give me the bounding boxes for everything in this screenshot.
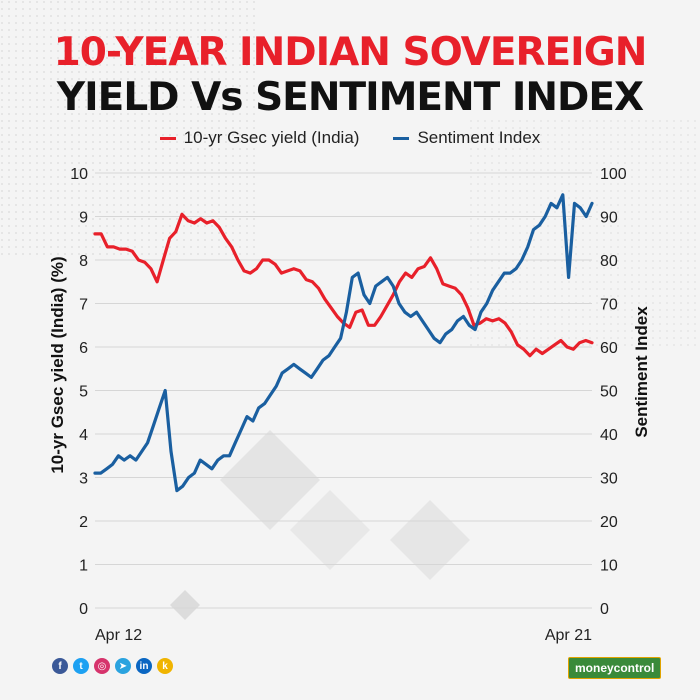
legend-label-yield: 10-yr Gsec yield (India) (183, 128, 360, 147)
left-tick-label: 4 (79, 427, 88, 444)
right-tick-label: 100 (600, 166, 627, 183)
koo-icon[interactable]: k (157, 658, 173, 674)
legend: 10-yr Gsec yield (India) Sentiment Index (0, 128, 700, 148)
left-tick-label: 3 (79, 471, 88, 488)
brand-logo[interactable]: moneycontrol (568, 657, 662, 679)
legend-label-sentiment: Sentiment Index (417, 128, 541, 147)
telegram-icon[interactable]: ➤ (115, 658, 131, 674)
left-tick-label: 6 (79, 340, 88, 357)
twitter-icon[interactable]: t (73, 658, 89, 674)
legend-item-yield: 10-yr Gsec yield (India) (159, 128, 360, 148)
chart-title-line1: 10-YEAR INDIAN SOVEREIGN (53, 30, 648, 75)
left-tick-label: 7 (79, 297, 88, 314)
left-tick-label: 1 (79, 558, 88, 575)
left-tick-label: 9 (79, 210, 88, 227)
series-line-yield (93, 212, 594, 358)
right-tick-label: 80 (600, 253, 618, 270)
legend-item-sentiment: Sentiment Index (393, 128, 540, 148)
left-tick-label: 2 (79, 514, 88, 531)
right-tick-label: 20 (600, 514, 618, 531)
x-tick-label: Apr 21 (545, 627, 592, 644)
legend-swatch-sentiment (393, 136, 410, 140)
right-tick-label: 30 (600, 471, 618, 488)
right-tick-label: 40 (600, 427, 618, 444)
instagram-icon[interactable]: ◎ (94, 658, 110, 674)
social-icons: f t ◎ ➤ in k (52, 658, 173, 674)
series-line-sentiment (93, 193, 594, 493)
chart-title-line2: YIELD Vs SENTIMENT INDEX (56, 75, 644, 120)
right-tick-label: 10 (600, 558, 618, 575)
right-tick-label: 60 (600, 340, 618, 357)
x-tick-label: Apr 12 (95, 627, 142, 644)
left-tick-label: 8 (79, 253, 88, 270)
linkedin-icon[interactable]: in (136, 658, 152, 674)
right-tick-label: 50 (600, 384, 618, 401)
right-tick-label: 70 (600, 297, 618, 314)
right-tick-label: 90 (600, 210, 618, 227)
left-tick-label: 10 (70, 166, 88, 183)
facebook-icon[interactable]: f (52, 658, 68, 674)
right-tick-label: 0 (600, 601, 609, 618)
legend-swatch-yield (159, 136, 176, 140)
left-tick-label: 0 (79, 601, 88, 618)
left-tick-label: 5 (79, 384, 88, 401)
